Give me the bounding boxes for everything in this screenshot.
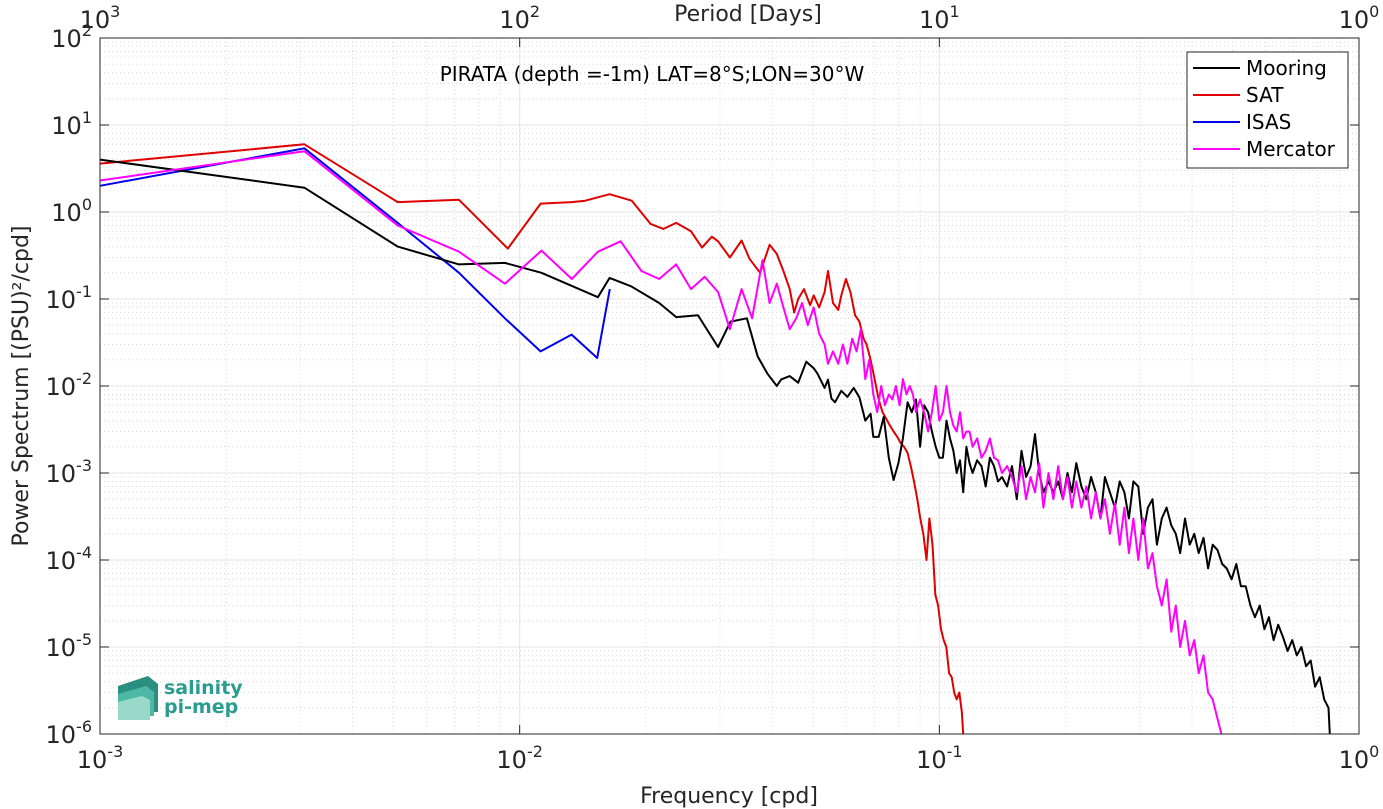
top-tick-label: 102 — [499, 2, 540, 34]
legend-label-mercator: Mercator — [1246, 137, 1336, 161]
y-tick-label-base: 10 — [46, 547, 77, 575]
x-axis-label: Frequency [cpd] — [640, 784, 818, 809]
series-layer — [99, 143, 1331, 735]
top-tick-label-base: 10 — [919, 6, 950, 34]
y-tick-label-exponent: 2 — [82, 21, 92, 40]
top-tick-label-exponent: 0 — [1369, 2, 1379, 21]
top-tick-label: 100 — [1339, 2, 1380, 34]
top-tick-label-exponent: 1 — [950, 2, 960, 21]
x-tick-label-exponent: -3 — [107, 742, 123, 761]
top-tick-label-exponent: 2 — [530, 2, 540, 21]
chart-title: PIRATA (depth =-1m) LAT=8°S;LON=30°W — [440, 62, 865, 86]
y-tick-label: 10-1 — [46, 282, 93, 314]
top-tick-label-base: 10 — [80, 6, 111, 34]
top-tick-label: 101 — [919, 2, 960, 34]
y-tick-label: 102 — [51, 21, 92, 53]
top-tick-label-base: 10 — [1339, 6, 1370, 34]
legend: Mooring SAT ISAS Mercator — [1186, 51, 1349, 169]
y-tick-label-exponent: -3 — [76, 456, 92, 475]
y-tick-label-base: 10 — [46, 373, 77, 401]
x-tick-label: 10-3 — [77, 742, 124, 774]
y-tick-label-base: 10 — [46, 286, 77, 314]
y-tick-label: 101 — [51, 108, 92, 140]
tick-marks — [99, 37, 1360, 735]
y-tick-label-exponent: -4 — [76, 543, 92, 562]
top-tick-label-base: 10 — [499, 6, 530, 34]
y-tick-label-exponent: -6 — [76, 717, 92, 736]
series-line-sat — [99, 143, 965, 735]
y-tick-label-exponent: 0 — [82, 195, 92, 214]
y-tick-label-exponent: -1 — [76, 282, 92, 301]
top-tick-label: 103 — [80, 2, 121, 34]
x-tick-label-exponent: -1 — [947, 742, 963, 761]
x-tick-labels: 10-3 10-2 10-1 100 — [77, 742, 1380, 774]
top-axis-label: Period [Days] — [674, 2, 822, 27]
x-tick-label-exponent: 0 — [1369, 742, 1379, 761]
y-tick-label-exponent: 1 — [82, 108, 92, 127]
y-tick-label-base: 10 — [46, 721, 77, 749]
y-tick-label: 10-4 — [46, 543, 93, 575]
x-tick-label-base: 10 — [916, 746, 947, 774]
series-line-mercator — [99, 150, 1223, 735]
x-tick-label: 10-1 — [916, 742, 963, 774]
x-tick-label: 100 — [1339, 742, 1380, 774]
y-tick-label-base: 10 — [46, 460, 77, 488]
legend-label-mooring: Mooring — [1246, 56, 1327, 80]
y-tick-label: 10-3 — [46, 456, 93, 488]
x-tick-label-exponent: -2 — [527, 742, 543, 761]
y-tick-label: 10-5 — [46, 630, 93, 662]
top-tick-labels: 103 102 101 100 — [80, 2, 1380, 34]
y-tick-label-exponent: -5 — [76, 630, 92, 649]
wave-icon — [118, 676, 158, 720]
x-tick-label-base: 10 — [77, 746, 108, 774]
y-tick-label: 100 — [51, 195, 92, 227]
y-tick-label: 10-6 — [46, 717, 93, 749]
legend-label-isas: ISAS — [1246, 110, 1291, 134]
y-tick-label-base: 10 — [51, 199, 82, 227]
y-axis-label: Power Spectrum [(PSU)²/cpd] — [9, 225, 34, 546]
logo-line-2: pi-mep — [164, 696, 238, 718]
y-tick-label: 10-2 — [46, 369, 93, 401]
logo-line-1: salinity — [164, 677, 243, 699]
series-line-isas — [99, 147, 611, 359]
legend-label-sat: SAT — [1246, 83, 1284, 107]
y-tick-label-base: 10 — [46, 634, 77, 662]
x-tick-label: 10-2 — [496, 742, 543, 774]
y-tick-label-base: 10 — [51, 112, 82, 140]
x-tick-label-base: 10 — [1339, 746, 1370, 774]
salinity-pi-mep-logo: salinity pi-mep — [118, 676, 243, 720]
y-tick-label-exponent: -2 — [76, 369, 92, 388]
x-tick-label-base: 10 — [496, 746, 527, 774]
top-tick-label-exponent: 3 — [110, 2, 120, 21]
y-tick-label-base: 10 — [51, 25, 82, 53]
